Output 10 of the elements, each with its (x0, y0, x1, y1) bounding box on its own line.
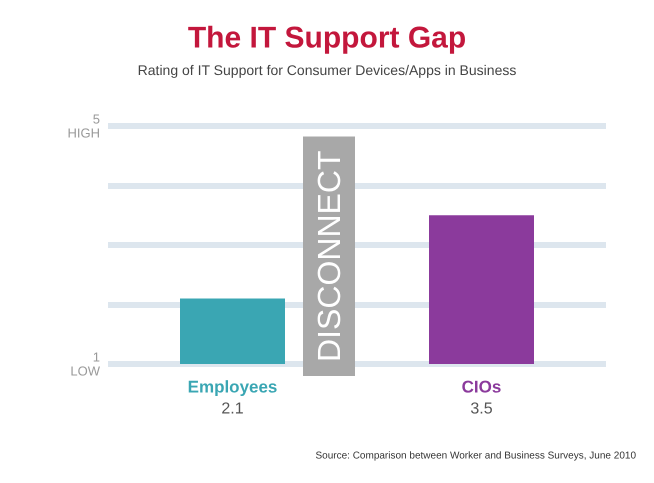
chart-subtitle: Rating of IT Support for Consumer Devices/Apps in Business (138, 62, 516, 78)
y-tick-label: 1 LOW (70, 350, 101, 378)
chart-title: The IT Support Gap (188, 22, 466, 54)
annotation: DISCONNECT (311, 150, 347, 362)
data-label: 3.5 (470, 400, 493, 418)
x-tick-label: Employees (188, 378, 278, 396)
y-tick-label: 5 HIGH (68, 112, 100, 140)
source-note: Source: Comparison between Worker and Business Surveys, June 2010 (315, 450, 636, 462)
x-tick-label: CIOs (462, 378, 502, 396)
data-label: 2.1 (221, 400, 244, 418)
